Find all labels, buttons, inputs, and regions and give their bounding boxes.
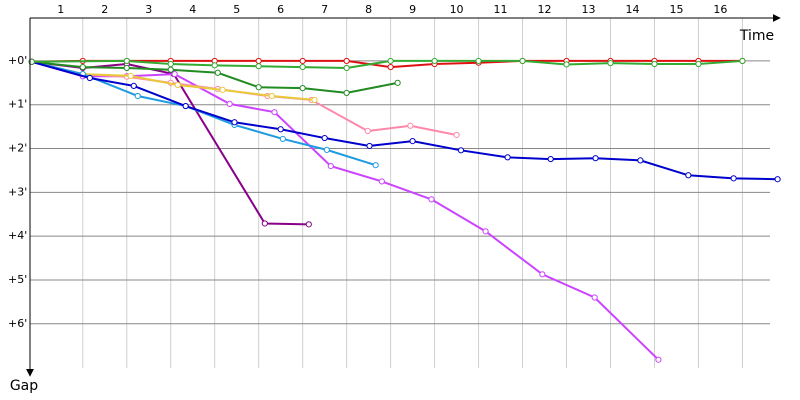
x-tick-label: 3: [145, 3, 152, 16]
data-point: [651, 60, 658, 68]
data-point: [409, 138, 416, 145]
y-tick-label: +6': [8, 317, 27, 330]
x-tick-label: 13: [582, 3, 596, 16]
data-point: [214, 69, 221, 76]
data-point: [123, 64, 130, 72]
data-point: [504, 154, 511, 161]
data-point: [299, 84, 306, 92]
data-point: [387, 57, 394, 65]
data-point: [167, 60, 174, 68]
x-tick-label: 12: [538, 3, 552, 16]
data-point: [394, 79, 401, 86]
data-point: [167, 66, 174, 73]
grid: 1 2 3 4 5 6 7 8 9 10 11 12 13 14 15 16+0'+1'+2'+3'+4'+5…: [8, 3, 770, 368]
data-point: [327, 162, 334, 170]
data-point: [130, 82, 137, 90]
data-point: [730, 175, 737, 182]
data-point: [174, 81, 181, 89]
data-point: [127, 72, 134, 79]
x-tick-label: 10: [450, 3, 464, 16]
data-point: [219, 86, 226, 93]
data-point: [539, 271, 546, 278]
data-point: [79, 63, 86, 71]
x-tick-label: 2: [101, 3, 108, 16]
data-point: [637, 157, 644, 164]
data-point: [255, 63, 262, 70]
data-point: [739, 57, 746, 65]
data-point: [211, 62, 218, 69]
data-point: [343, 57, 350, 65]
x-tick-label: 16: [713, 3, 727, 16]
data-point: [547, 155, 554, 163]
data-point: [299, 57, 306, 65]
y-tick-label: +2': [8, 142, 27, 155]
y-tick-label: +1': [8, 98, 27, 111]
y-axis-title: Gap: [10, 378, 38, 394]
x-tick-label: 8: [365, 3, 372, 16]
data-point: [311, 96, 318, 104]
data-point: [364, 127, 371, 135]
x-tick-label: 14: [625, 3, 639, 16]
data-point: [255, 84, 262, 91]
data-point: [86, 74, 93, 82]
x-tick-label: 7: [321, 3, 328, 16]
data-point: [226, 100, 233, 107]
data-point: [323, 146, 330, 153]
data-point: [592, 155, 599, 162]
series-line: [31, 59, 743, 69]
plot: [28, 57, 781, 363]
data-point: [231, 119, 238, 126]
data-point: [268, 92, 275, 100]
data-point: [428, 196, 435, 203]
data-point: [482, 228, 489, 235]
data-point: [475, 57, 482, 65]
x-tick-label: 11: [494, 3, 508, 16]
x-tick-label: 4: [189, 3, 196, 16]
data-point: [299, 63, 306, 71]
y-tick-label: +5': [8, 273, 27, 286]
data-point: [774, 176, 781, 183]
data-point: [591, 294, 598, 301]
data-point: [685, 172, 692, 179]
data-point: [431, 57, 438, 65]
data-point: [378, 178, 385, 185]
data-point: [123, 57, 130, 65]
data-point: [387, 63, 394, 71]
data-point: [321, 134, 328, 142]
data-point: [563, 61, 570, 68]
y-tick-label: +0': [8, 54, 27, 67]
data-point: [182, 102, 189, 110]
x-tick-label: 5: [233, 3, 240, 16]
data-point: [372, 162, 379, 169]
data-point: [607, 60, 614, 67]
data-point: [261, 220, 268, 227]
data-point: [457, 147, 465, 154]
x-tick-label: 1: [57, 3, 64, 16]
data-point: [277, 126, 284, 133]
data-point: [695, 60, 702, 68]
data-point: [279, 135, 286, 143]
data-point: [343, 64, 350, 72]
data-point: [519, 57, 526, 65]
y-tick-label: +3': [8, 185, 27, 198]
data-point: [366, 142, 373, 150]
x-tick-label: 15: [669, 3, 683, 16]
data-point: [407, 122, 414, 129]
data-point: [453, 131, 460, 139]
data-point: [655, 356, 662, 363]
x-tick-label: 6: [277, 3, 284, 16]
series-line: [31, 60, 660, 361]
x-tick-label: 9: [409, 3, 416, 16]
x-axis-title: Time: [739, 28, 774, 44]
data-point: [134, 92, 141, 100]
y-tick-label: +4': [8, 229, 27, 242]
data-point: [171, 70, 178, 78]
data-point: [305, 221, 312, 228]
data-point: [271, 109, 278, 116]
data-point: [343, 89, 350, 97]
data-point: [255, 57, 262, 65]
